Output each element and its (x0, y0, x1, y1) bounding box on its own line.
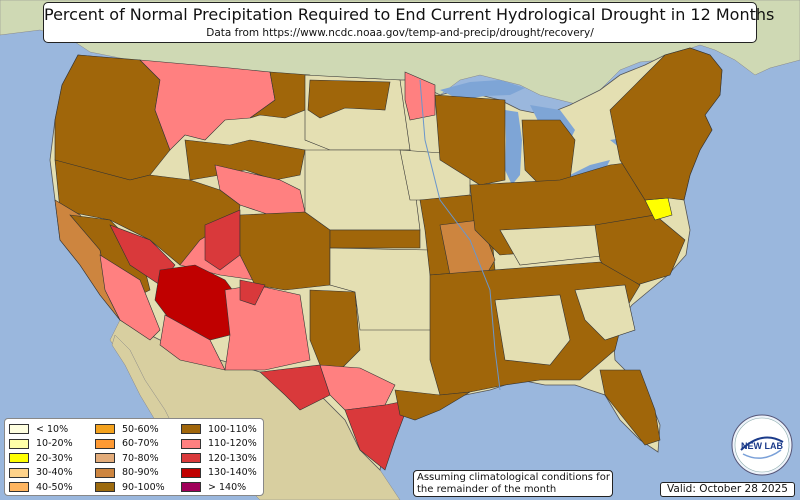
kansas-south-region (329, 229, 421, 249)
legend-item: 50-60% (95, 422, 165, 437)
legend-swatch (95, 424, 115, 435)
arizona-south-region (159, 314, 226, 371)
lake-erie (560, 160, 610, 180)
legend-swatch (9, 467, 29, 478)
legend-item: > 140% (181, 480, 257, 495)
legend-item: 80-90% (95, 466, 165, 481)
legend-swatch (181, 453, 201, 464)
map-title: Percent of Normal Precipitation Required… (44, 5, 775, 24)
logo-text: NEW LAB (741, 441, 783, 451)
legend-label: 40-50% (36, 481, 73, 493)
legend-label: 110-120% (208, 438, 257, 450)
logo-icon: NEW LAB (731, 414, 793, 476)
legend-label: 100-110% (208, 423, 257, 435)
legend-item: 60-70% (95, 437, 165, 452)
legend-item: 100-110% (181, 422, 257, 437)
legend-item: 10-20% (9, 437, 73, 452)
assumption-note: Assuming climatological conditions for t… (413, 470, 613, 497)
lake-superior (440, 80, 525, 100)
northeast-region (609, 47, 723, 201)
map-subtitle: Data from https://www.ncdc.noaa.gov/temp… (206, 27, 594, 39)
legend-item: 70-80% (95, 451, 165, 466)
legend-item: < 10% (9, 422, 73, 437)
legend-label: 10-20% (36, 438, 73, 450)
legend-swatch (9, 438, 29, 449)
florida-region (599, 369, 661, 446)
texas-west-region (259, 364, 331, 411)
north-dakota-east-region (307, 79, 391, 119)
title-box: Percent of Normal Precipitation Required… (43, 2, 775, 43)
legend-label: 130-140% (208, 467, 257, 479)
legend-swatch (95, 467, 115, 478)
idaho-montana-region (139, 59, 276, 151)
legend-label: 30-40% (36, 467, 73, 479)
valid-date: Valid: October 28 2025 (660, 482, 795, 497)
new-mexico-east-region (239, 279, 266, 306)
colorado-region (239, 211, 331, 291)
legend-label: > 140% (208, 481, 247, 493)
legend-item: 20-30% (9, 451, 73, 466)
legend-swatch (9, 453, 29, 464)
legend-label: 20-30% (36, 452, 73, 464)
legend-swatch (95, 438, 115, 449)
mississippi-region (494, 294, 571, 366)
legend-column-1: < 10% 10-20% 20-30% 30-40% 40-50% (9, 422, 73, 495)
legend-label: 50-60% (122, 423, 159, 435)
wisconsin-michigan-region (434, 94, 506, 186)
lake-michigan (505, 110, 522, 185)
legend-column-2: 50-60% 60-70% 70-80% 80-90% 90-100% (95, 422, 165, 495)
new-mexico-region (224, 284, 311, 371)
legend-swatch (181, 424, 201, 435)
legend-label: 120-130% (208, 452, 257, 464)
legend-label: 80-90% (122, 467, 159, 479)
southern-california-region (99, 254, 161, 341)
legend-item: 90-100% (95, 480, 165, 495)
wyoming-region (184, 139, 306, 181)
legend-item: 130-140% (181, 466, 257, 481)
legend-column-3: 100-110% 110-120% 120-130% 130-140% > 140% (181, 422, 257, 495)
pacific-northwest-region (54, 54, 171, 181)
legend-item: 110-120% (181, 437, 257, 452)
legend-item: 40-50% (9, 480, 73, 495)
gulf-coast-region (394, 389, 471, 421)
legend-swatch (181, 438, 201, 449)
legend-swatch (95, 453, 115, 464)
minnesota-region (404, 71, 436, 121)
legend-label: 90-100% (122, 481, 165, 493)
michigan-lower-region (521, 119, 576, 186)
mississippi-river (419, 79, 501, 391)
utah-center-region (204, 209, 241, 271)
legend-swatch (181, 482, 201, 493)
texas-south-region (344, 399, 411, 471)
legend-label: 70-80% (122, 452, 159, 464)
legend-item: 30-40% (9, 466, 73, 481)
drought-regions (54, 47, 723, 471)
legend-swatch (181, 467, 201, 478)
legend-label: 60-70% (122, 438, 159, 450)
georgia-carolina-region (574, 284, 636, 341)
legend-swatch (9, 424, 29, 435)
legend-swatch (9, 482, 29, 493)
legend: < 10% 10-20% 20-30% 30-40% 40-50% 50-60% 60-7… (4, 418, 264, 496)
legend-swatch (95, 482, 115, 493)
legend-item: 120-130% (181, 451, 257, 466)
legend-label: < 10% (36, 423, 69, 435)
